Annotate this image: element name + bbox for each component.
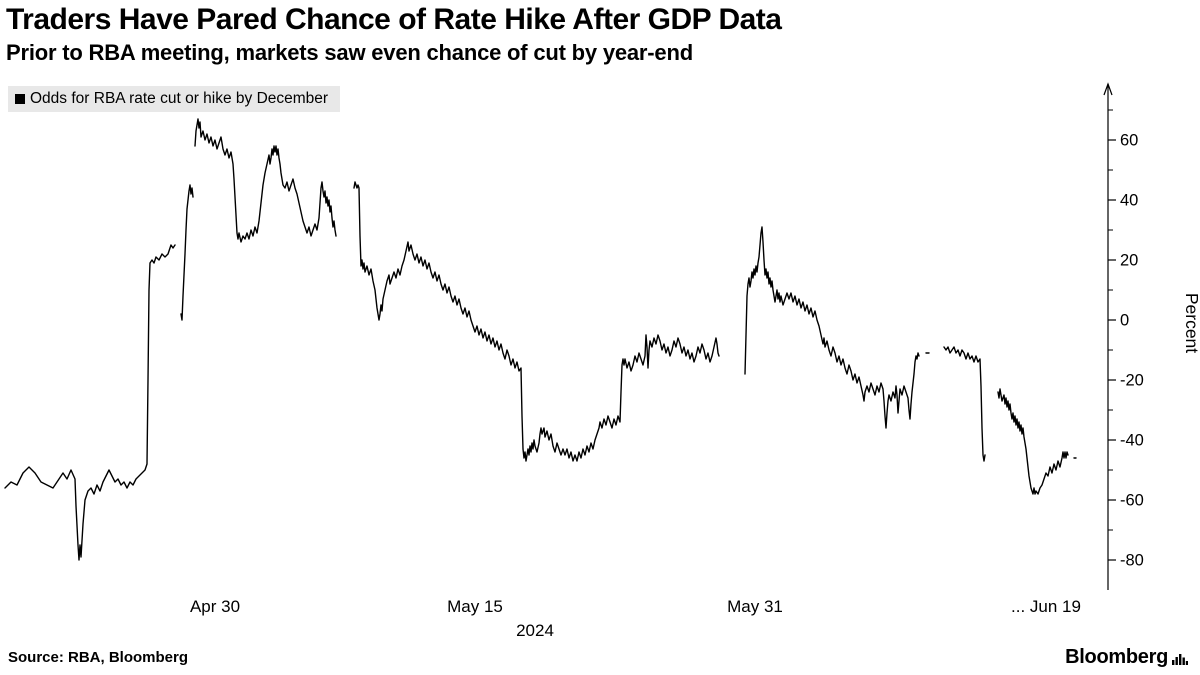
svg-text:May 15: May 15: [447, 597, 503, 616]
legend-label: Odds for RBA rate cut or hike by Decembe…: [30, 90, 329, 107]
svg-text:40: 40: [1120, 192, 1138, 210]
chart-header: Traders Have Pared Chance of Rate Hike A…: [6, 2, 1194, 66]
svg-text:20: 20: [1120, 252, 1138, 270]
bloomberg-logo: Bloomberg: [1065, 647, 1188, 667]
svg-text:Apr 30: Apr 30: [190, 597, 240, 616]
chart-title: Traders Have Pared Chance of Rate Hike A…: [6, 3, 782, 36]
chart-footer: Source: RBA, Bloomberg Bloomberg: [8, 642, 1188, 672]
svg-text:... Jun 19: ... Jun 19: [1011, 597, 1081, 616]
svg-text:2024: 2024: [516, 621, 554, 640]
svg-text:60: 60: [1120, 132, 1138, 150]
chart-area: Odds for RBA rate cut or hike by Decembe…: [0, 78, 1200, 640]
legend-swatch-icon: [15, 94, 25, 104]
svg-text:-40: -40: [1120, 432, 1144, 450]
svg-text:0: 0: [1120, 312, 1129, 330]
chart-subtitle: Prior to RBA meeting, markets saw even c…: [6, 40, 693, 65]
bloomberg-wordmark: Bloomberg: [1065, 646, 1168, 668]
svg-text:-20: -20: [1120, 372, 1144, 390]
bloomberg-chart-icon: [1172, 654, 1188, 665]
svg-text:Percent: Percent: [1182, 293, 1200, 353]
svg-text:-80: -80: [1120, 552, 1144, 570]
chart-legend: Odds for RBA rate cut or hike by Decembe…: [8, 86, 341, 112]
svg-text:May 31: May 31: [727, 597, 783, 616]
source-note: Source: RBA, Bloomberg: [8, 648, 189, 666]
line-chart: -80 -60 -40 -20 0 20 40 60 Percent Apr 30 May 15 Ma…: [4, 82, 1200, 640]
svg-text:-60: -60: [1120, 492, 1144, 510]
